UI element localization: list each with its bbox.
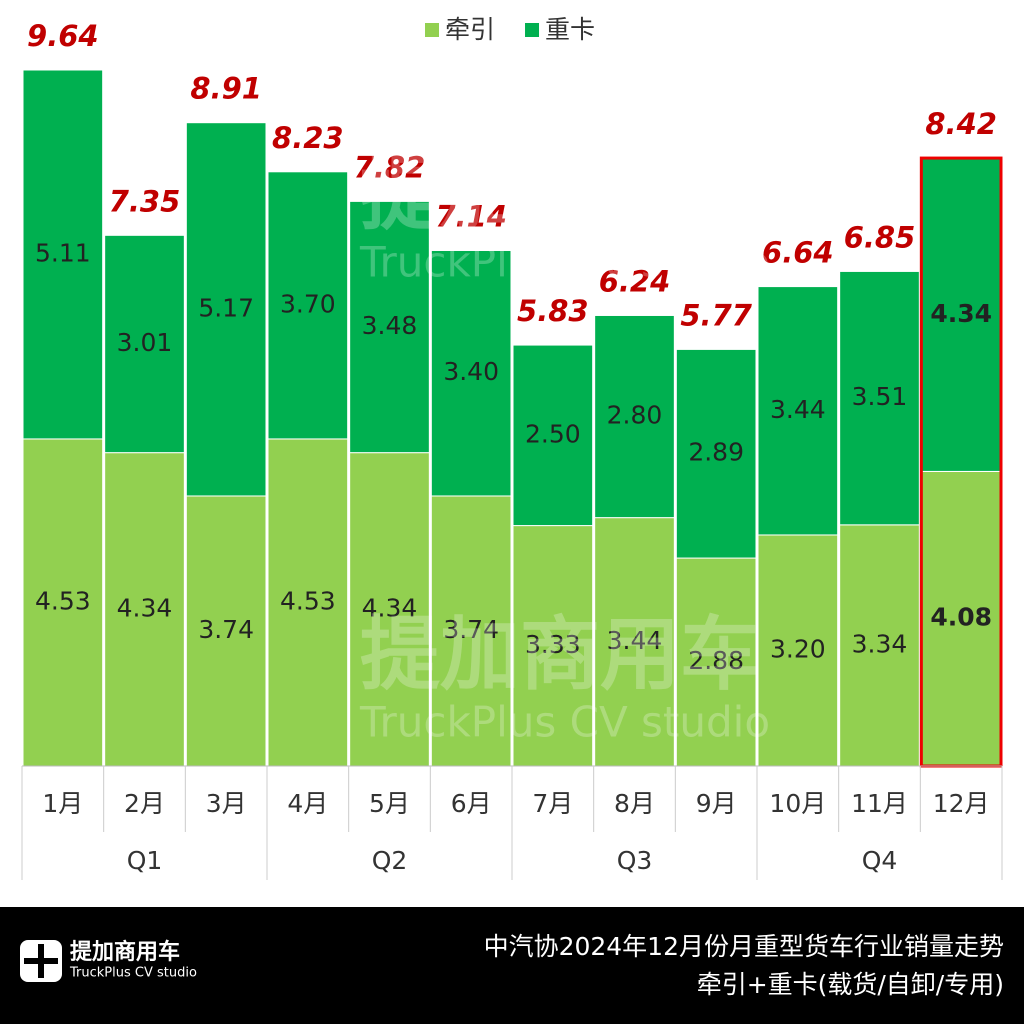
value-label: 4.53 xyxy=(35,586,91,615)
bar-segment xyxy=(920,470,1002,767)
value-label: 3.01 xyxy=(117,328,173,357)
legend-label: 重卡 xyxy=(545,15,595,44)
total-label: 7.14 xyxy=(435,199,507,233)
group-label: Q3 xyxy=(617,846,653,875)
bar-segment xyxy=(430,495,512,767)
x-tick-label: 8月 xyxy=(614,789,655,818)
total-label: 8.23 xyxy=(272,121,344,155)
legend-swatch xyxy=(525,23,540,37)
x-tick-label: 11月 xyxy=(851,789,908,818)
total-label: 7.35 xyxy=(109,184,181,218)
value-label: 3.48 xyxy=(362,311,418,340)
bar-segment xyxy=(594,517,675,767)
value-label: 2.89 xyxy=(688,438,744,467)
bar-segment xyxy=(22,69,104,440)
total-label: 5.77 xyxy=(680,298,752,332)
footer-logo-sub: TruckPlus CV studio xyxy=(69,966,197,981)
total-label: 8.42 xyxy=(925,107,997,141)
bar-segment xyxy=(757,534,839,767)
group-label: Q1 xyxy=(127,846,163,875)
legend-label: 牵引 xyxy=(445,15,495,44)
total-label: 6.24 xyxy=(599,264,671,298)
x-tick-label: 1月 xyxy=(42,789,83,818)
group-label: Q2 xyxy=(372,846,408,875)
bar-segment xyxy=(675,348,757,559)
group-label: Q4 xyxy=(862,846,898,875)
total-label: 6.85 xyxy=(844,220,916,254)
bar-segment xyxy=(675,557,757,767)
value-label: 3.51 xyxy=(852,382,908,411)
bar-segment xyxy=(594,314,675,519)
watermark: 提加商用车 xyxy=(360,148,760,241)
bar-segment xyxy=(349,200,430,454)
bar-segment xyxy=(757,286,839,536)
total-label: 5.83 xyxy=(517,294,589,328)
bar-segment xyxy=(839,270,920,526)
value-label: 4.34 xyxy=(930,299,992,328)
value-label: 3.70 xyxy=(280,289,336,318)
value-label: 3.33 xyxy=(525,630,581,659)
bar-segment xyxy=(430,249,512,497)
value-label: 3.74 xyxy=(198,615,254,644)
value-label: 4.53 xyxy=(280,586,336,615)
bar-segment xyxy=(22,438,104,767)
x-tick-label: 4月 xyxy=(287,789,328,818)
bar-segment xyxy=(185,122,267,497)
x-tick-label: 3月 xyxy=(206,789,247,818)
bar-segment xyxy=(839,524,920,767)
total-label: 7.82 xyxy=(354,150,426,184)
value-label: 4.34 xyxy=(117,593,173,622)
x-tick-label: 10月 xyxy=(769,789,826,818)
x-tick-label: 9月 xyxy=(696,789,737,818)
legend-swatch xyxy=(425,23,439,37)
bar-segment xyxy=(267,171,349,440)
value-label: 3.44 xyxy=(770,395,826,424)
watermark-sub: TruckPlus CV studio xyxy=(359,698,770,747)
value-label: 3.40 xyxy=(443,357,499,386)
total-label: 9.64 xyxy=(27,19,99,53)
value-label: 5.11 xyxy=(35,238,91,267)
watermark: 提加商用车 xyxy=(360,608,760,701)
bar-segment xyxy=(512,344,594,527)
value-label: 3.74 xyxy=(443,615,499,644)
footer-band xyxy=(0,907,1024,1024)
value-label: 4.08 xyxy=(930,603,992,632)
x-tick-label: 12月 xyxy=(933,789,990,818)
value-label: 2.50 xyxy=(525,419,581,448)
bar-segment xyxy=(512,525,594,767)
value-label: 3.44 xyxy=(607,626,663,655)
value-label: 4.34 xyxy=(362,593,418,622)
total-label: 8.91 xyxy=(190,72,262,106)
footer-logo: 提加商用车 xyxy=(70,939,180,965)
footer-title: 中汽协2024年12月份月重型货车行业销量走势 xyxy=(484,932,1004,961)
value-label: 3.20 xyxy=(770,634,826,663)
watermark-sub: TruckPlus CV studio xyxy=(359,238,770,287)
x-tick-label: 5月 xyxy=(369,789,410,818)
total-label: 6.64 xyxy=(762,236,834,270)
x-tick-label: 2月 xyxy=(124,789,165,818)
footer-logo-icon xyxy=(20,940,62,982)
bar-segment xyxy=(104,234,185,454)
value-label: 2.80 xyxy=(607,401,663,430)
footer-subtitle: 牵引+重卡(载货/自卸/专用) xyxy=(697,970,1004,999)
value-label: 3.34 xyxy=(852,629,908,658)
value-label: 2.88 xyxy=(688,646,744,675)
x-tick-label: 7月 xyxy=(532,789,573,818)
x-tick-label: 6月 xyxy=(451,789,492,818)
value-label: 5.17 xyxy=(198,293,254,322)
